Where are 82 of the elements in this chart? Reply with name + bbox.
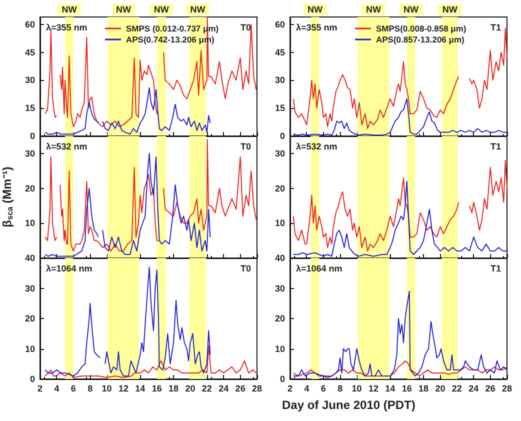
x-tick-label: 12 <box>368 384 378 394</box>
band-label: NW <box>308 4 324 14</box>
y-tick-label: 20 <box>274 183 285 194</box>
x-tick-label: 14 <box>385 384 396 394</box>
y-tick-label: 40 <box>24 253 35 263</box>
y-tick-label: 30 <box>274 148 285 158</box>
x-tick-label: 4 <box>304 384 310 394</box>
y-tick-label: 10 <box>24 344 35 354</box>
annotation: T1 <box>490 142 502 152</box>
x-tick-label: 24 <box>218 384 229 394</box>
x-axis-title: Day of June 2010 (PDT) <box>282 398 416 412</box>
line-series <box>292 180 508 257</box>
legend-label: APS(0.857-13.206 μm) <box>376 34 465 44</box>
x-tick-label: 8 <box>338 384 343 394</box>
x-tick-label: 16 <box>402 384 412 394</box>
y-tick-label: 30 <box>24 75 35 86</box>
y-tick-label: 30 <box>274 283 285 294</box>
legend-label: SMPS(0.008-0.858 μm) <box>376 24 466 34</box>
annotation: λ=1064 nm <box>46 264 92 274</box>
annotation: T0 <box>240 264 252 274</box>
y-tick-label: 15 <box>24 103 35 114</box>
band-label: NW <box>366 4 382 14</box>
y-tick-label: 60 <box>24 19 35 30</box>
line-series <box>292 360 508 376</box>
y-tick-label: 20 <box>24 183 35 194</box>
x-tick-label: 10 <box>352 384 362 394</box>
annotation: T1 <box>490 264 502 274</box>
x-tick-label: 14 <box>135 384 146 394</box>
y-tick-label: 10 <box>274 218 285 228</box>
x-tick-label: 26 <box>235 384 246 394</box>
x-tick-label: 4 <box>54 384 60 394</box>
annotation: λ=355 nm <box>46 22 88 32</box>
line-series <box>292 98 508 136</box>
x-tick-label: 12 <box>118 384 128 394</box>
x-tick-label: 8 <box>88 384 93 394</box>
y-tick-label: 10 <box>274 344 285 354</box>
x-tick-label: 6 <box>320 384 326 394</box>
annotation: λ=355 nm <box>296 22 338 32</box>
legend-label: NW <box>154 4 170 14</box>
y-tick-label: 0 <box>280 374 285 384</box>
y-tick-label: 20 <box>274 314 285 324</box>
y-tick-label: 0 <box>30 374 35 384</box>
legend-label: NW <box>190 4 206 14</box>
x-tick-label: 18 <box>168 384 179 394</box>
y-tick-label: 45 <box>24 47 35 58</box>
y-tick-label: 0 <box>30 131 35 141</box>
y-axis-title: βsca (Mm⁻¹) <box>0 166 15 228</box>
line-series <box>292 290 508 378</box>
x-tick-label: 22 <box>452 384 462 394</box>
band-label: NW <box>62 4 78 14</box>
y-tick-label: 60 <box>274 19 285 30</box>
x-tick-label: 24 <box>468 384 479 394</box>
x-tick-label: 18 <box>418 384 429 394</box>
x-tick-label: 20 <box>435 384 446 394</box>
y-tick-label: 40 <box>274 253 285 263</box>
y-tick-label: 30 <box>24 148 35 158</box>
x-tick-label: 2 <box>287 384 293 394</box>
annotation: T0 <box>240 142 252 152</box>
y-tick-label: 30 <box>274 75 285 86</box>
band-label: NW <box>116 4 132 14</box>
x-tick-label: 6 <box>70 384 76 394</box>
x-tick-label: 16 <box>152 384 162 394</box>
y-tick-label: 45 <box>274 47 285 58</box>
x-tick-label: 26 <box>485 384 496 394</box>
x-tick-label: 2 <box>37 384 43 394</box>
x-tick-label: 22 <box>202 384 212 394</box>
y-tick-label: 20 <box>24 314 35 324</box>
y-tick-label: 10 <box>24 218 35 228</box>
x-tick-label: 28 <box>252 384 262 394</box>
annotation: λ=532 nm <box>46 142 88 152</box>
y-tick-label: 15 <box>274 103 285 114</box>
annotation: λ=1064 nm <box>296 264 342 274</box>
y-tick-label: 30 <box>24 283 35 294</box>
annotation: T1 <box>490 22 502 32</box>
annotation: λ=532 nm <box>296 142 338 152</box>
band-label: NW <box>404 4 420 14</box>
line-series <box>44 345 257 378</box>
x-tick-label: 20 <box>185 384 196 394</box>
y-tick-label: 0 <box>280 131 285 141</box>
x-tick-label: 10 <box>102 384 112 394</box>
x-tick-label: 28 <box>502 384 512 394</box>
legend-label: NW <box>442 4 458 14</box>
